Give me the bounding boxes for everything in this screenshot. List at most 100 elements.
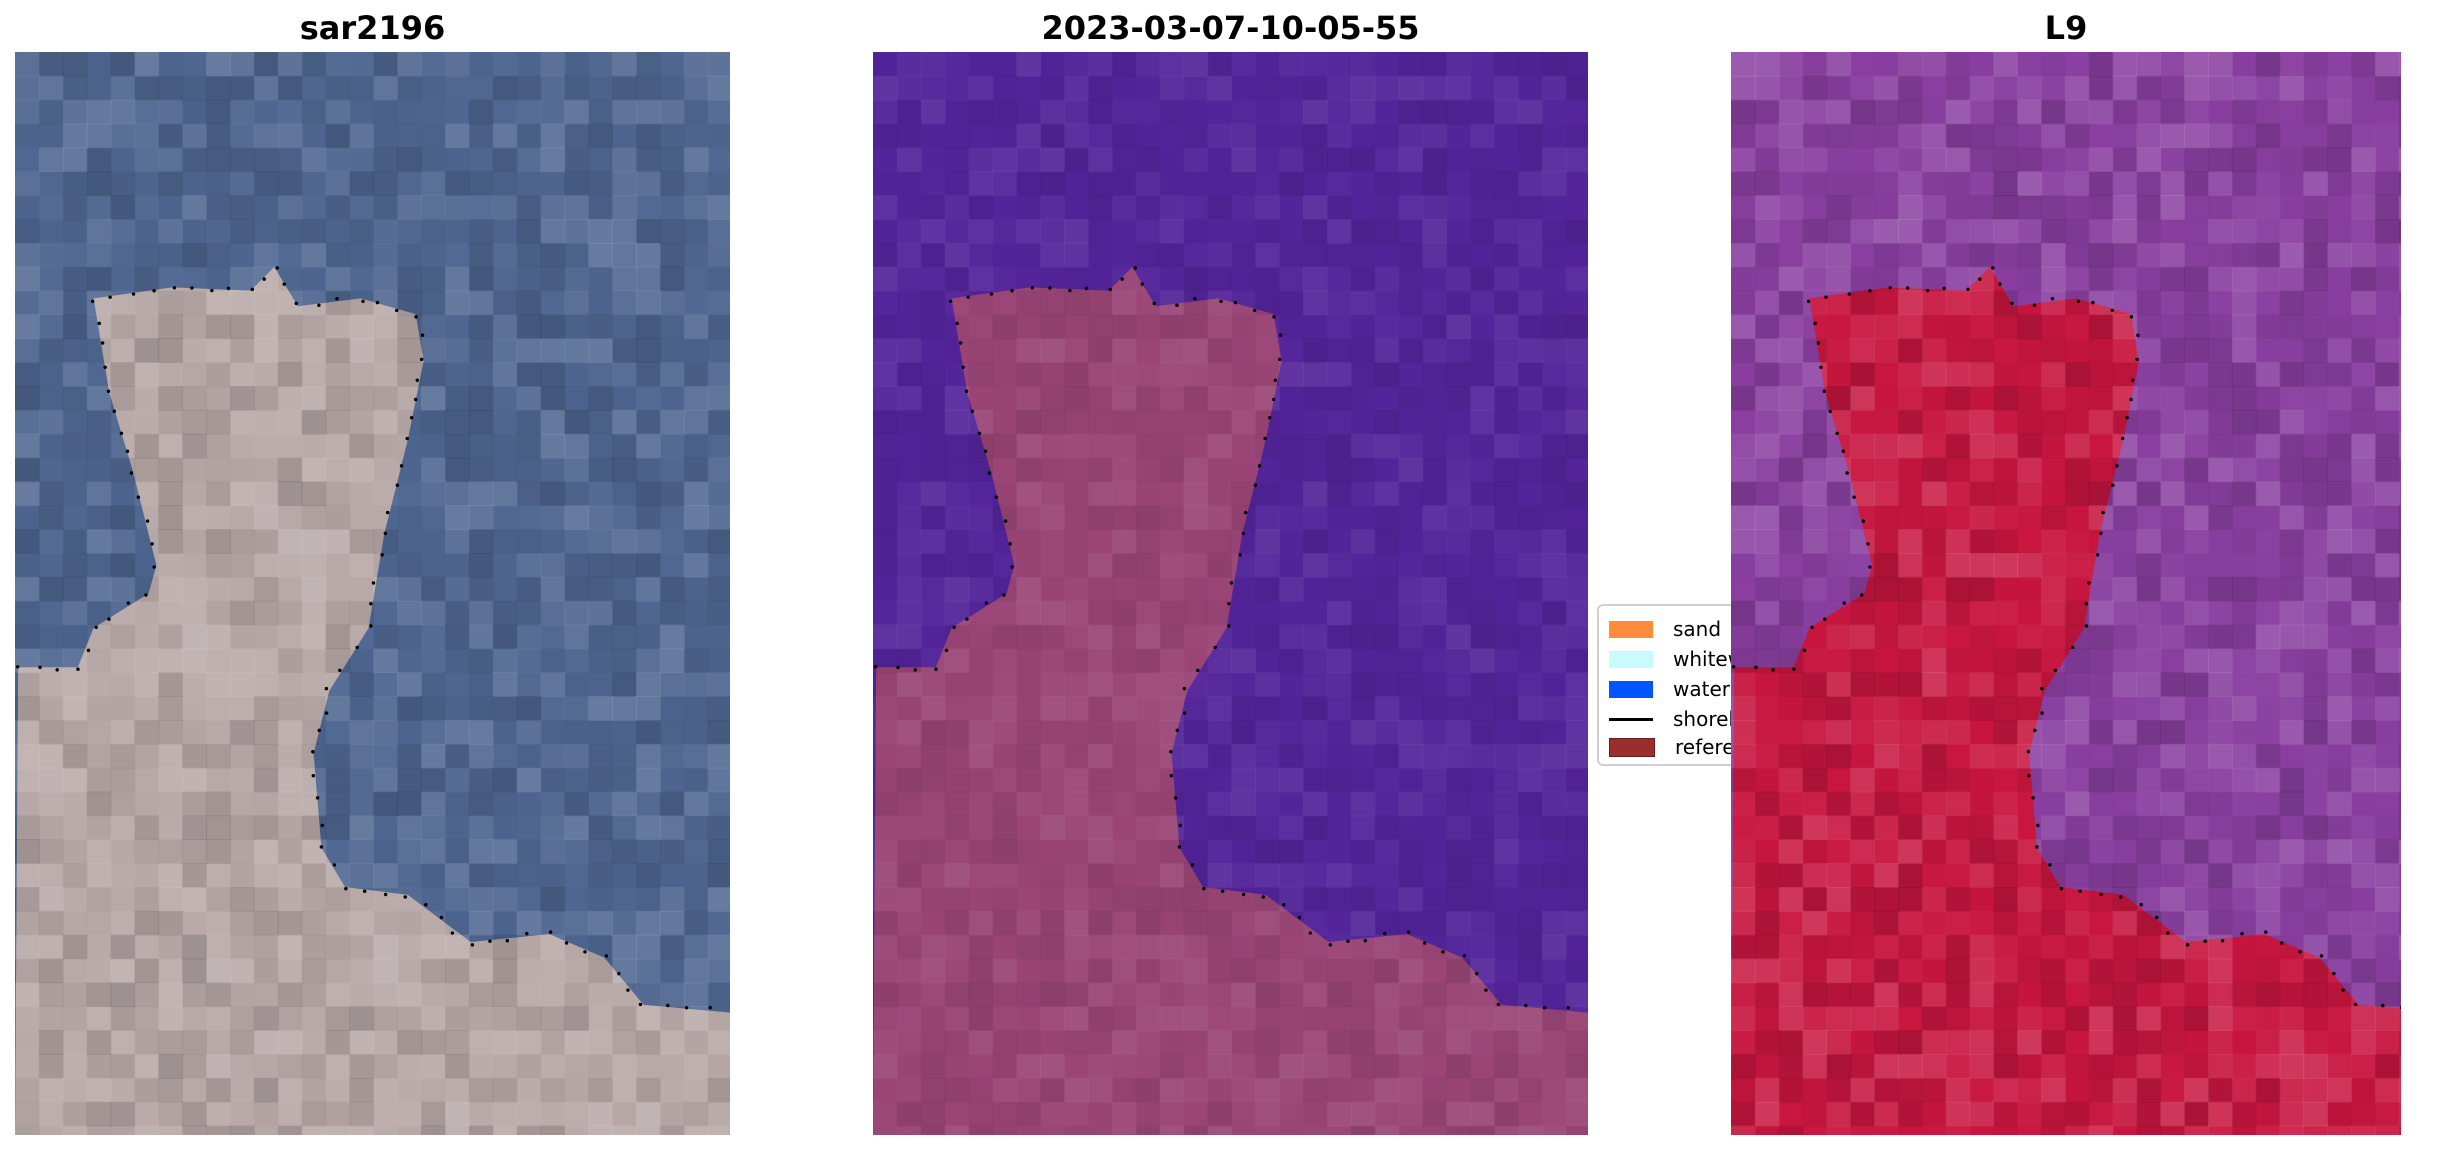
shoreline-point <box>2129 397 2133 402</box>
shoreline-point <box>375 300 380 305</box>
shoreline-point <box>2111 483 2115 487</box>
shoreline-point <box>1524 1003 1528 1008</box>
shoreline-point <box>362 889 367 893</box>
shoreline-point <box>210 288 214 293</box>
shoreline-point <box>1169 750 1173 754</box>
shoreline-point <box>896 665 900 670</box>
shoreline-point <box>1462 954 1467 958</box>
shoreline-point <box>583 950 587 954</box>
shoreline-point <box>15 665 20 669</box>
shoreline-point <box>948 299 953 304</box>
shoreline-point <box>294 301 298 306</box>
shoreline-point <box>1496 1002 1501 1007</box>
shoreline-point <box>2203 939 2207 943</box>
shoreline-point <box>100 341 105 345</box>
shoreline-point <box>1030 286 1035 290</box>
shoreline-point <box>383 892 388 897</box>
shoreline-point <box>1177 845 1182 849</box>
shoreline-point <box>355 645 359 650</box>
shoreline-point <box>2053 668 2058 673</box>
classification-canvas <box>873 52 1588 1135</box>
shoreline-point <box>152 289 156 293</box>
shoreline-point <box>617 971 621 976</box>
shoreline-point <box>86 648 91 653</box>
shoreline-point <box>965 617 969 621</box>
land-area <box>15 267 730 1135</box>
shoreline-point <box>1068 288 1072 293</box>
shoreline-point <box>1978 277 1982 281</box>
shoreline-point <box>361 299 365 304</box>
shoreline-point <box>2036 823 2040 828</box>
shoreline-point <box>2099 892 2103 897</box>
shoreline-point <box>282 282 286 286</box>
shoreline-point <box>90 299 95 304</box>
shoreline-point <box>525 931 529 936</box>
shoreline-point <box>2048 863 2052 867</box>
shoreline-point <box>2118 895 2123 899</box>
shoreline-point <box>944 648 949 653</box>
pixel-texture <box>873 52 1588 1135</box>
shoreline-point <box>2185 943 2190 947</box>
shoreline-point <box>1813 321 1817 326</box>
shoreline-point <box>145 519 150 523</box>
shoreline-point <box>136 495 141 499</box>
shoreline-point <box>966 295 970 299</box>
shoreline-point <box>1196 668 1200 673</box>
shoreline-point <box>106 389 111 393</box>
shoreline-point <box>76 667 80 671</box>
shoreline-point <box>2165 931 2170 935</box>
shoreline-point <box>1273 378 1278 382</box>
shoreline-point <box>1243 510 1248 515</box>
shoreline-point <box>1182 686 1187 691</box>
shoreline-point <box>1229 581 1234 585</box>
shoreline-point <box>317 303 321 308</box>
shoreline-point <box>1241 892 1246 897</box>
shoreline-point <box>126 601 131 605</box>
shoreline-point <box>1792 667 1796 671</box>
shoreline-point <box>2059 886 2064 891</box>
shoreline-point <box>1238 553 1242 557</box>
shoreline-point <box>2035 845 2039 849</box>
shoreline-point <box>1441 950 1445 954</box>
index-canvas <box>1731 52 2401 1135</box>
shoreline-point <box>1383 931 1387 936</box>
shoreline-point <box>1888 286 1892 290</box>
shoreline-point <box>952 625 956 630</box>
shoreline-point <box>1835 431 1839 436</box>
shoreline-point <box>1824 295 1828 299</box>
shoreline-point <box>1182 711 1187 715</box>
shoreline-point <box>994 495 999 499</box>
shoreline-point <box>1566 1005 1570 1010</box>
legend-item-water: water <box>1609 676 1730 702</box>
shoreline-point <box>315 796 320 800</box>
shoreline-point <box>1220 889 1225 893</box>
shoreline-point <box>1152 301 1156 306</box>
shoreline-point <box>55 668 59 672</box>
shoreline-point <box>964 389 969 393</box>
shoreline-point <box>1010 289 1014 293</box>
shoreline-point <box>970 409 975 414</box>
pixel-texture <box>15 52 730 1135</box>
shoreline-point <box>1363 938 1368 943</box>
shoreline-point <box>873 665 878 669</box>
shoreline-point <box>2129 315 2134 319</box>
shoreline-point <box>638 1002 643 1007</box>
shoreline-point <box>2050 296 2055 301</box>
shoreline-point <box>419 357 424 362</box>
shoreline-point <box>320 823 324 828</box>
shoreline-point <box>150 542 154 546</box>
legend-swatch-whitewater <box>1609 650 1653 668</box>
shoreline-point <box>2319 954 2324 958</box>
shoreline-point <box>2220 938 2225 943</box>
shoreline-point <box>987 471 992 475</box>
shoreline-point <box>1178 823 1182 828</box>
shoreline-point <box>684 1005 689 1010</box>
shoreline-point <box>409 415 414 420</box>
shoreline-point <box>1120 277 1124 281</box>
shoreline-point <box>344 886 348 891</box>
shoreline-point <box>1140 282 1144 286</box>
land-area <box>873 267 1588 1135</box>
shoreline-point <box>152 565 156 569</box>
shoreline-point <box>1272 315 1276 319</box>
shoreline-point <box>1998 282 2002 286</box>
